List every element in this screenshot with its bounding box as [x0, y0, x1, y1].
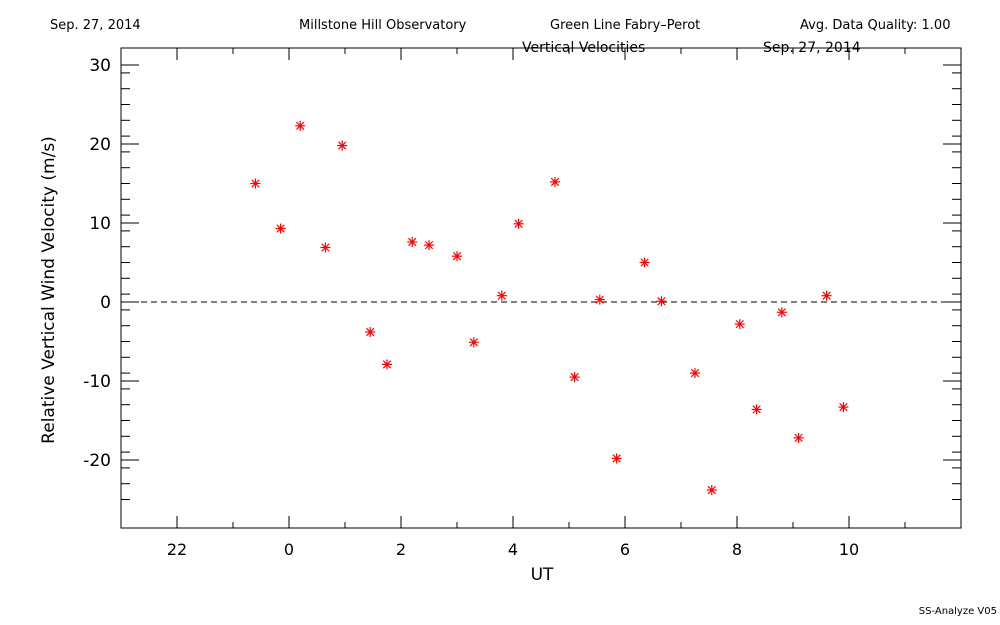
data-point	[639, 257, 650, 268]
y-tick-label: -20	[83, 451, 111, 471]
data-point	[496, 290, 507, 301]
software-version: SS-Analyze V05	[918, 606, 997, 617]
x-axis-label: UT	[531, 565, 554, 585]
axis-ticks: 22 0 2 4 6 8 10 30 20 10 0 -10 -20	[83, 48, 961, 559]
x-tick-label: 22	[167, 540, 187, 559]
data-point	[569, 372, 580, 383]
data-point	[250, 178, 261, 189]
y-tick-label: 20	[89, 135, 111, 155]
data-point	[821, 290, 832, 301]
x-tick-label: 8	[732, 540, 742, 559]
data-point	[365, 327, 376, 338]
y-tick-label: 30	[89, 56, 111, 76]
data-point	[838, 402, 849, 413]
data-point	[468, 337, 479, 348]
data-point	[382, 359, 392, 370]
header-instrument: Green Line Fabry–Perot	[550, 18, 701, 33]
data-markers	[250, 120, 849, 496]
data-point	[751, 404, 762, 415]
x-tick-label: 0	[284, 540, 294, 559]
plot-frame	[120, 47, 962, 529]
header-date: Sep. 27, 2014	[50, 18, 141, 33]
y-tick-label: -10	[83, 372, 111, 392]
data-point	[706, 485, 717, 496]
data-point	[513, 218, 524, 229]
data-point	[594, 294, 605, 305]
data-point	[295, 120, 306, 131]
data-point	[337, 140, 348, 151]
data-point	[275, 223, 286, 234]
data-point	[690, 368, 700, 379]
data-point	[734, 319, 745, 330]
y-axis-label: Relative Vertical Wind Velocity (m/s)	[39, 136, 59, 444]
header-observatory: Millstone Hill Observatory	[299, 18, 467, 33]
data-point	[656, 296, 667, 307]
data-point	[611, 453, 622, 464]
data-point	[793, 432, 804, 443]
data-point	[776, 307, 787, 318]
y-tick-label: 10	[89, 214, 111, 234]
x-tick-label: 4	[508, 540, 518, 559]
x-tick-label: 2	[396, 540, 406, 559]
header-quality: Avg. Data Quality: 1.00	[800, 18, 951, 33]
data-point	[550, 176, 560, 187]
data-point	[424, 240, 434, 251]
data-point	[452, 251, 462, 262]
data-point	[320, 242, 331, 253]
x-tick-label: 6	[620, 540, 630, 559]
x-tick-label: 10	[839, 540, 859, 559]
y-tick-label: 0	[100, 293, 111, 313]
data-point	[407, 236, 418, 247]
